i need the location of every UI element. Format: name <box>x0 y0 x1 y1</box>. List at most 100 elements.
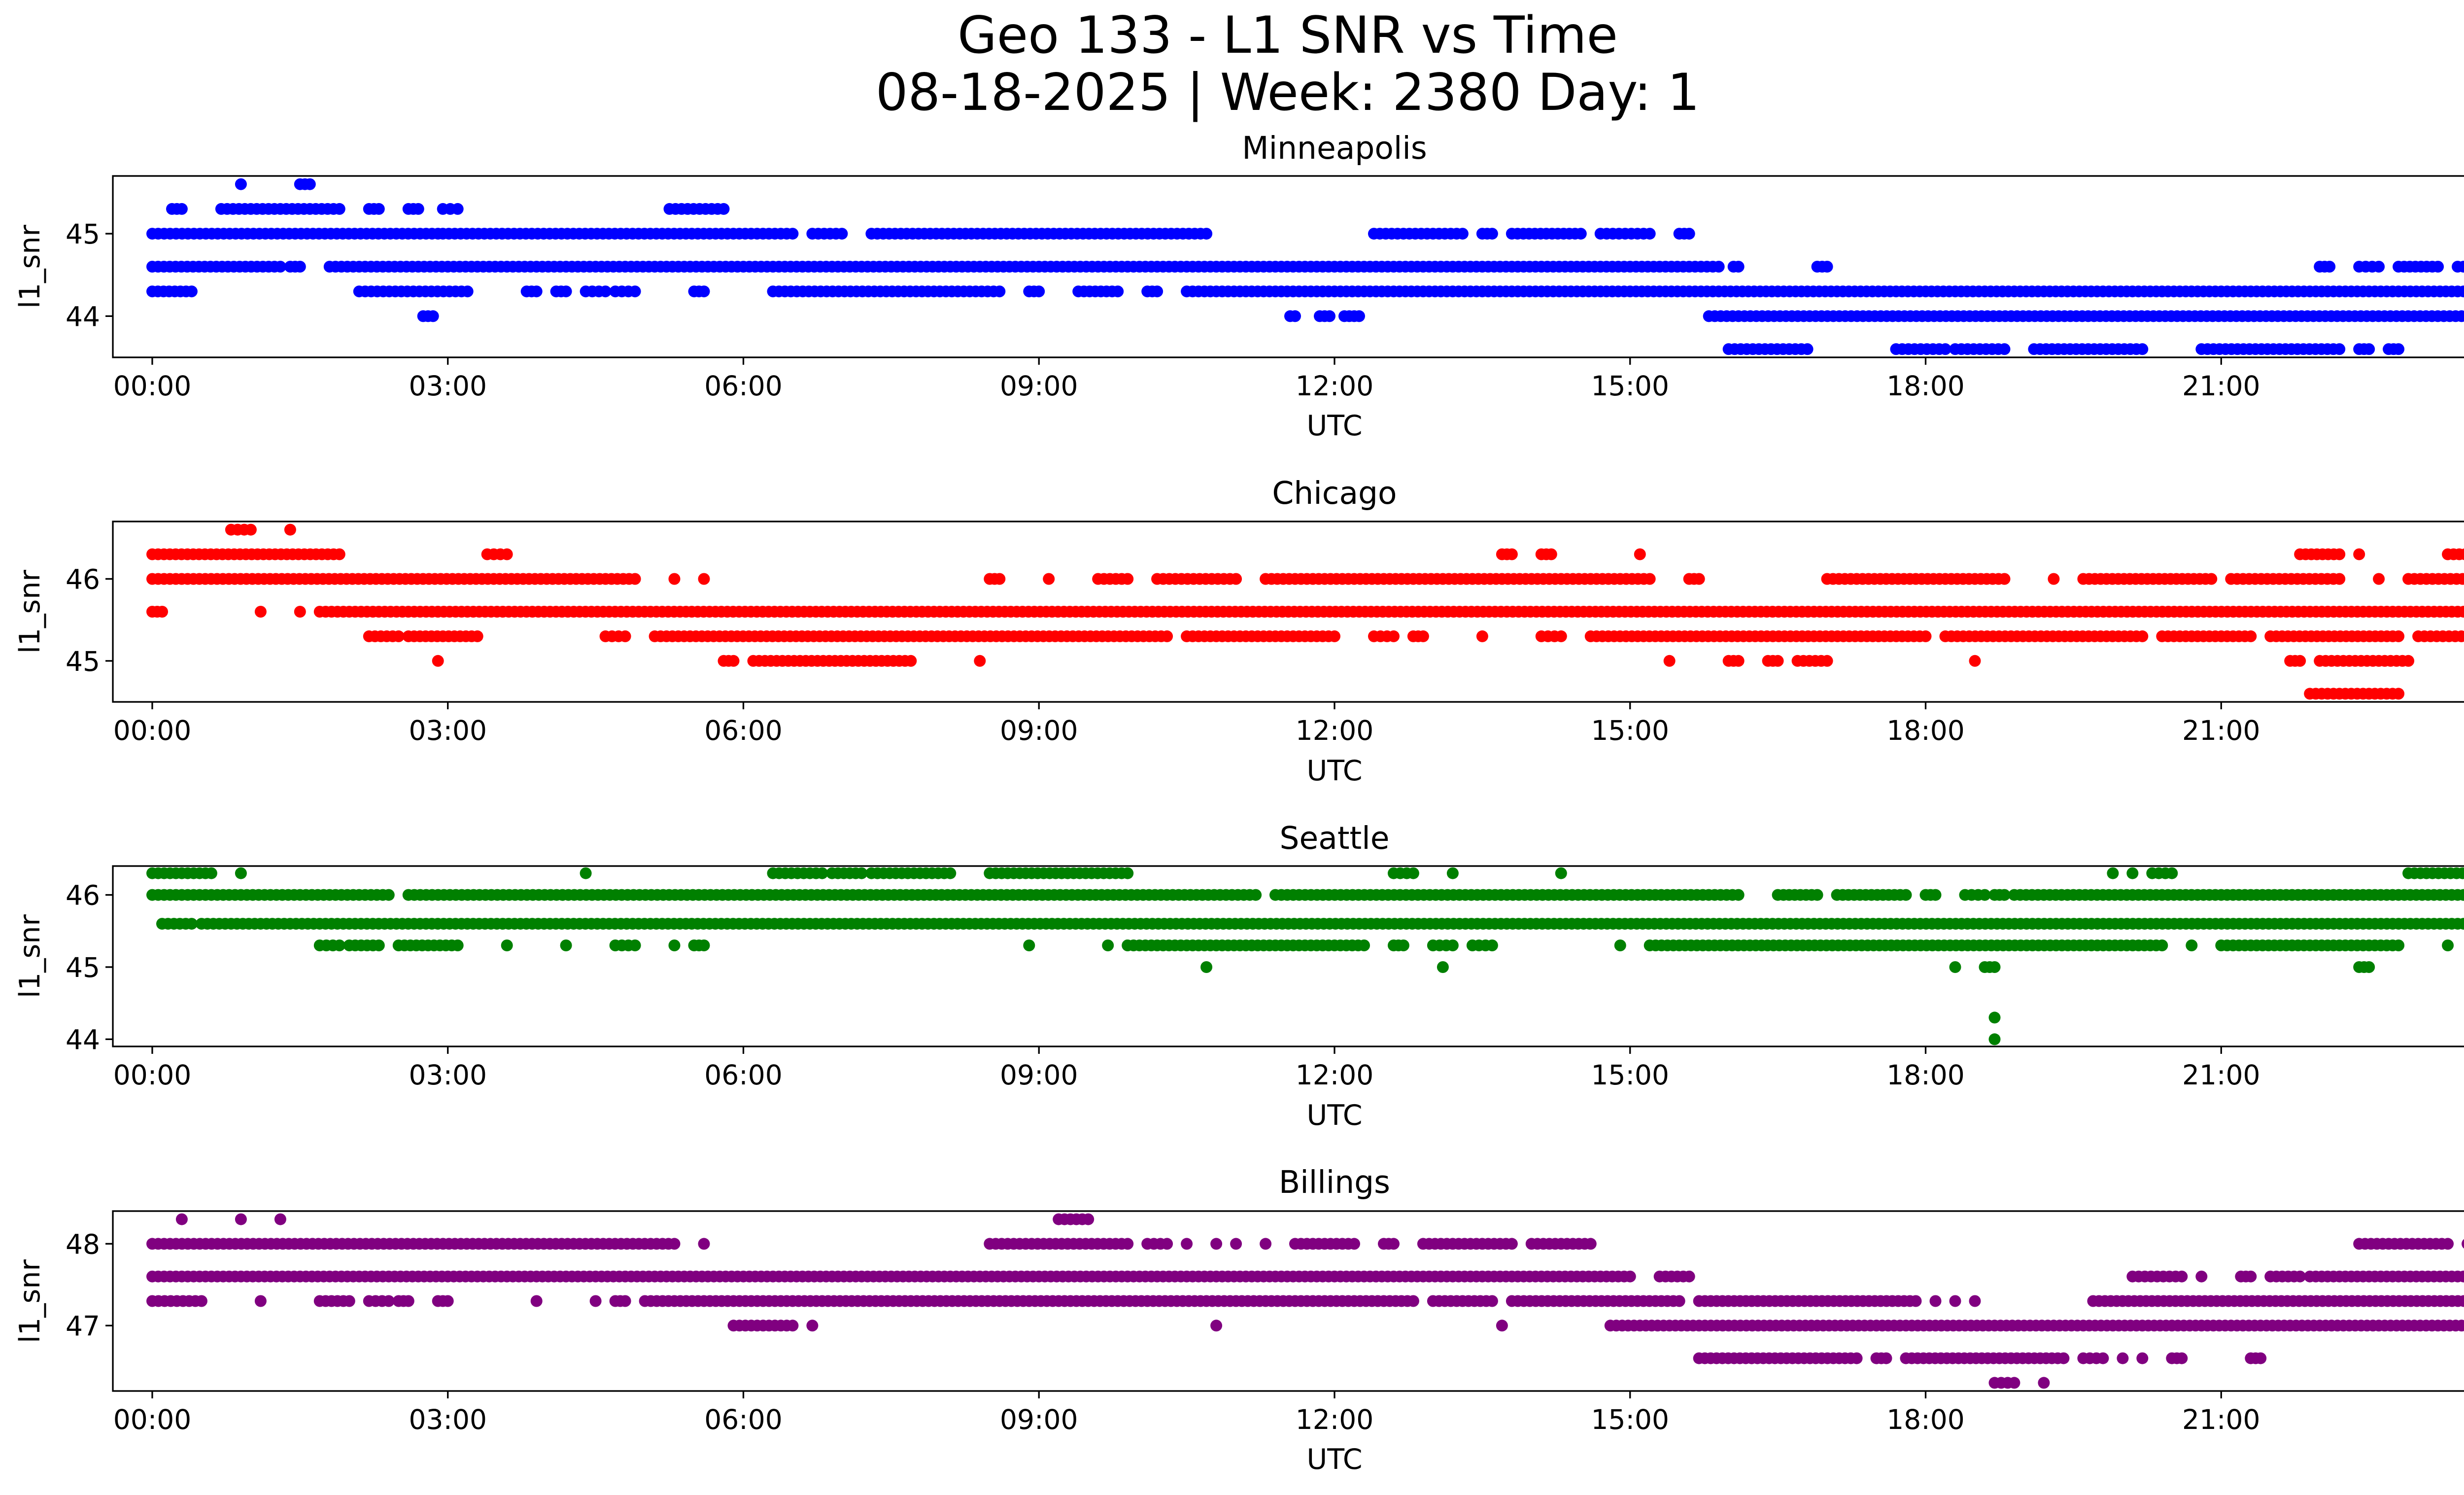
data-point <box>1732 889 1745 901</box>
data-point <box>284 523 296 536</box>
data-point <box>2432 261 2444 273</box>
data-point <box>1821 261 1833 273</box>
data-point <box>1880 1352 1892 1364</box>
data-point <box>1348 1238 1360 1250</box>
data-point <box>1250 889 1262 901</box>
data-point <box>2442 939 2454 951</box>
x-tick-label: 06:00 <box>704 1059 783 1091</box>
data-point <box>1772 655 1784 667</box>
data-point <box>1082 1213 1095 1225</box>
data-point <box>1555 867 1567 879</box>
data-point <box>1732 261 1745 273</box>
data-point <box>1486 1295 1498 1307</box>
x-tick-label: 09:00 <box>1000 370 1078 402</box>
data-point <box>2463 869 2464 877</box>
data-point <box>1486 228 1498 240</box>
data-point <box>944 867 957 879</box>
x-tick-label: 15:00 <box>1591 715 1670 746</box>
data-point <box>1969 1295 1981 1307</box>
data-point <box>1122 1238 1134 1250</box>
data-point <box>2324 261 2336 273</box>
data-point <box>1988 961 2001 973</box>
figure-title-line1: Geo 133 - L1 SNR vs Time <box>958 6 1618 65</box>
data-point <box>1910 1295 1922 1307</box>
data-point <box>619 1295 631 1307</box>
data-point <box>1949 1295 1961 1307</box>
data-point <box>2333 573 2346 585</box>
x-tick-label: 06:00 <box>704 1404 783 1435</box>
x-tick-label: 12:00 <box>1296 1059 1374 1091</box>
data-point <box>185 285 198 298</box>
data-point <box>2176 1270 2188 1283</box>
data-point <box>1998 573 2011 585</box>
y-ticks: 45 46 <box>66 563 113 677</box>
data-point <box>2462 631 2464 641</box>
data-point <box>1506 1238 1518 1250</box>
y-tick-label: 47 <box>66 1310 100 1342</box>
data-point <box>373 203 385 215</box>
data-point <box>1043 573 1055 585</box>
data-point <box>1446 939 1459 951</box>
data-point <box>1555 630 1567 642</box>
data-point <box>1230 1238 1242 1250</box>
data-point <box>1230 573 1242 585</box>
y-tick-label: 46 <box>66 563 100 595</box>
data-point <box>412 203 424 215</box>
data-point <box>2156 939 2168 951</box>
data-point <box>629 573 641 585</box>
data-point <box>235 178 247 190</box>
data-point <box>2186 939 2198 951</box>
data-point <box>2333 548 2346 560</box>
data-point <box>1811 889 1823 901</box>
panel-chicago: Chicago l1_snr UTC 00:00 03:00 06:00 09:00 1… <box>14 475 2464 787</box>
y-ticks: 44 45 <box>66 218 113 332</box>
data-point <box>1683 1270 1695 1283</box>
data-point <box>1929 889 1942 901</box>
data-point <box>1102 939 1114 951</box>
data-point <box>1161 630 1173 642</box>
x-axis-label: UTC <box>1307 1099 1363 1132</box>
x-tick-label: 06:00 <box>704 715 783 746</box>
data-point <box>2205 573 2218 585</box>
data-point <box>235 1213 247 1225</box>
data-point <box>856 867 868 879</box>
data-point <box>1023 939 1035 951</box>
data-point <box>2463 575 2464 583</box>
data-point <box>1358 939 1370 951</box>
data-point <box>2107 867 2119 879</box>
data-point <box>1998 889 2011 901</box>
data-point <box>2462 1239 2464 1249</box>
data-point <box>205 867 217 879</box>
data-point <box>2245 630 2257 642</box>
x-tick-label: 12:00 <box>1296 370 1374 402</box>
data-point <box>629 285 641 298</box>
panel-seattle: Seattle l1_snr UTC 00:00 03:00 06:00 09:00 1… <box>14 820 2464 1132</box>
data-point <box>2459 548 2464 560</box>
data-point <box>1929 1295 1942 1307</box>
data-point <box>2458 918 2464 930</box>
panel-title: Minneapolis <box>1242 130 1427 166</box>
y-tick-label: 44 <box>66 301 100 332</box>
data-point <box>235 867 247 879</box>
data-point <box>993 285 1006 298</box>
data-point <box>629 939 641 951</box>
data-point <box>698 1238 710 1250</box>
data-point <box>2458 285 2464 298</box>
data-point <box>2442 1238 2454 1250</box>
x-tick-label: 03:00 <box>409 370 487 402</box>
y-tick-label: 48 <box>66 1228 100 1260</box>
data-point <box>2048 573 2060 585</box>
panel-minneapolis: Minneapolis l1_snr UTC 00:00 03:00 06:00 09… <box>14 130 2464 442</box>
data-point <box>274 261 286 273</box>
x-tick-label: 09:00 <box>1000 1059 1078 1091</box>
data-point <box>1388 630 1400 642</box>
data-point <box>836 228 848 240</box>
x-ticks: 00:00 03:00 06:00 09:00 12:00 15:00 18:00 21:00… <box>113 702 2260 746</box>
data-point <box>1850 1352 1863 1364</box>
data-point <box>2008 1377 2020 1389</box>
data-point <box>461 285 474 298</box>
y-ticks: 44 45 46 <box>66 880 113 1055</box>
x-axis-label: UTC <box>1307 755 1363 787</box>
data-point <box>668 1238 681 1250</box>
x-tick-label: 15:00 <box>1591 1404 1670 1435</box>
